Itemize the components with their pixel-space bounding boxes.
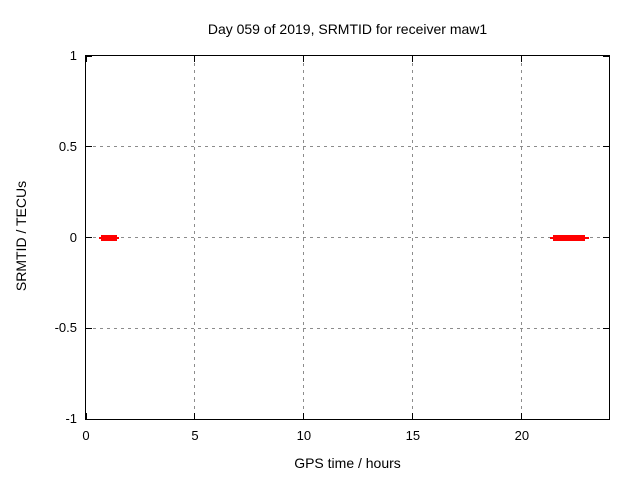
y-tick-mark-right — [603, 237, 609, 238]
x-tick-mark-top — [521, 56, 523, 62]
chart-title: Day 059 of 2019, SRMTID for receiver maw… — [207, 21, 488, 37]
y-tick-label: 0 — [69, 229, 77, 245]
x-tick-mark-top — [303, 56, 305, 62]
x-tick-mark-top — [412, 56, 414, 62]
gridline-horizontal — [86, 146, 609, 148]
gridline-vertical — [194, 56, 196, 419]
x-tick-label: 20 — [514, 428, 530, 443]
x-tick-mark-bottom — [303, 413, 305, 419]
gridline-horizontal — [86, 237, 609, 238]
y-tick-mark-right — [603, 327, 609, 329]
y-tick-mark-left — [86, 418, 92, 420]
y-tick-label: 0.5 — [58, 138, 77, 154]
x-axis-label: GPS time / hours — [294, 455, 401, 471]
data-segment-core — [101, 234, 117, 241]
gridline-vertical — [521, 56, 523, 419]
data-segment-core — [553, 234, 586, 241]
gridline-horizontal — [86, 327, 609, 329]
x-tick-label: 5 — [191, 428, 199, 443]
y-tick-mark-right — [603, 146, 609, 148]
plot-area — [85, 55, 610, 420]
y-tick-mark-left — [86, 55, 92, 57]
gridline-vertical — [303, 56, 305, 419]
x-tick-label: 10 — [296, 428, 312, 443]
x-tick-mark-bottom — [412, 413, 414, 419]
x-tick-label: 15 — [405, 428, 421, 443]
x-tick-mark-top — [85, 56, 87, 62]
y-tick-label: 1 — [69, 48, 77, 63]
x-tick-mark-top — [194, 56, 196, 62]
y-tick-label: -1 — [65, 411, 77, 426]
y-tick-mark-left — [86, 146, 92, 148]
x-tick-mark-bottom — [194, 413, 196, 419]
y-tick-mark-left — [86, 327, 92, 329]
gridline-vertical — [412, 56, 414, 419]
x-tick-mark-bottom — [521, 413, 523, 419]
x-tick-label: 0 — [82, 428, 90, 443]
x-tick-mark-bottom — [85, 413, 87, 419]
y-tick-mark-right — [603, 55, 609, 57]
y-tick-label: -0.5 — [54, 320, 77, 336]
y-tick-mark-left — [86, 237, 92, 238]
y-tick-mark-right — [603, 418, 609, 420]
